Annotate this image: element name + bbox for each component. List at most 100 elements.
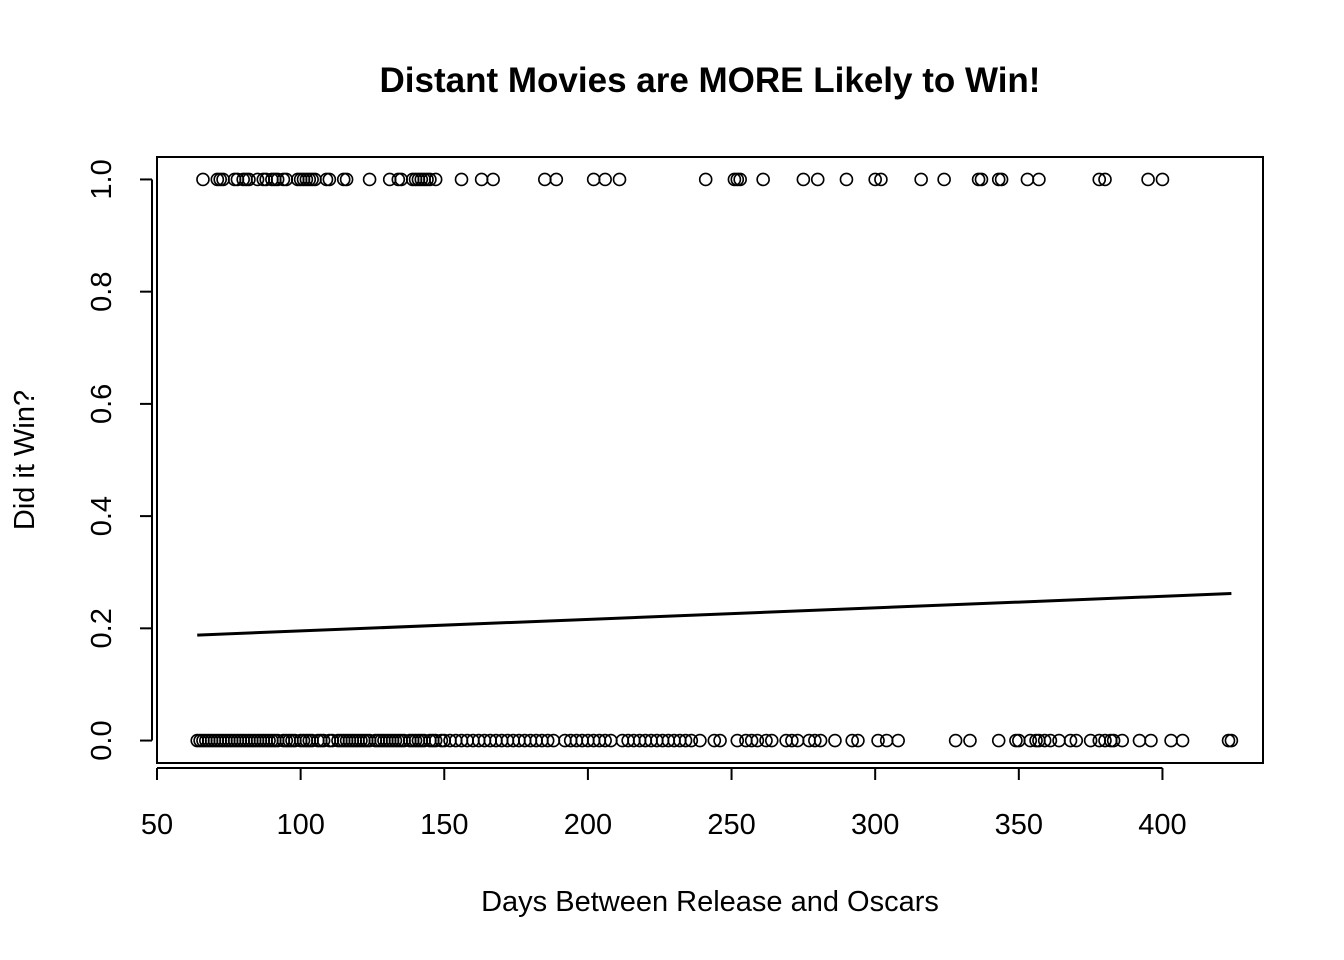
y-axis-label: Did it Win? (9, 390, 41, 530)
data-point-win (538, 172, 552, 187)
data-point-win (339, 172, 354, 187)
y-tick-label: 0.4 (86, 496, 118, 536)
data-point-loss (1063, 733, 1078, 748)
data-point-loss (1069, 733, 1084, 748)
x-tick-label: 400 (1138, 809, 1186, 841)
y-axis: 0.0 0.2 0.4 0.6 0.8 1.0 (86, 159, 153, 761)
data-point-loss (713, 733, 727, 748)
data-point-win (454, 172, 469, 187)
data-point-loss (598, 733, 612, 748)
data-point-win (1092, 172, 1107, 187)
data-point-loss (759, 733, 773, 748)
data-point-win (362, 172, 377, 187)
data-point-win (991, 172, 1006, 187)
data-point-loss (991, 733, 1006, 748)
data-point-win (213, 172, 227, 187)
data-point-win (474, 172, 489, 187)
data-point-loss (891, 733, 905, 748)
x-tick-label: 50 (141, 809, 173, 841)
data-point-loss (1098, 733, 1112, 748)
data-point-win (868, 172, 882, 187)
data-point-win (239, 172, 253, 187)
data-point-loss (684, 733, 699, 748)
data-point-win (612, 172, 627, 187)
data-point-loss (1052, 733, 1066, 748)
x-axis-label: Days Between Release and Oscars (481, 886, 939, 918)
data-point-win (242, 172, 256, 187)
data-point-loss (678, 733, 693, 748)
data-point-win (1020, 172, 1035, 187)
x-tick-label: 100 (276, 809, 324, 841)
data-point-loss (1115, 733, 1130, 748)
data-point-win (733, 172, 747, 187)
data-point-loss (693, 733, 707, 748)
data-point-win (796, 172, 811, 187)
x-tick-label: 350 (995, 809, 1043, 841)
data-point-loss (1144, 733, 1158, 748)
data-point-loss (1175, 733, 1190, 748)
data-point-win (937, 172, 951, 187)
data-point-win (423, 172, 437, 187)
data-point-win (279, 172, 294, 187)
data-point-loss (963, 733, 977, 748)
data-point-win (730, 172, 745, 187)
x-tick-label: 250 (707, 809, 755, 841)
data-point-win (196, 172, 210, 187)
data-point-win (698, 172, 713, 187)
data-point-loss (1012, 733, 1026, 748)
data-point-win (270, 172, 285, 187)
data-point-loss (1106, 733, 1121, 748)
data-point-loss (871, 733, 885, 748)
data-point-win (756, 172, 770, 187)
data-point-loss (1023, 733, 1038, 748)
data-point-loss (808, 733, 822, 748)
data-point-win (322, 172, 337, 187)
data-point-loss (1132, 733, 1147, 748)
y-tick-label: 0.8 (86, 272, 118, 312)
plot-frame (156, 156, 1264, 764)
chart-title: Distant Movies are MORE Likely to Win! (380, 61, 1041, 100)
data-point-win (971, 172, 986, 187)
data-point-loss (1221, 733, 1236, 748)
data-point-win (394, 172, 408, 187)
data-point-loss (707, 733, 722, 748)
data-point-loss (851, 733, 865, 748)
data-point-loss (730, 733, 745, 748)
data-point-win (994, 172, 1009, 187)
data-point-win (1098, 172, 1112, 187)
data-point-loss (1009, 733, 1023, 748)
data-point-loss (1043, 733, 1058, 748)
data-point-loss (1224, 733, 1239, 748)
data-point-loss (316, 733, 331, 748)
data-point-win (974, 172, 989, 187)
data-point-win (391, 172, 406, 187)
x-axis: 50 100 150 200 250 300 350 400 (141, 767, 1187, 841)
x-tick-label: 200 (564, 809, 612, 841)
x-tick-label: 150 (420, 809, 468, 841)
data-point-win (1141, 172, 1155, 187)
data-point-win (598, 172, 612, 187)
y-tick-label: 1.0 (86, 159, 118, 199)
data-point-loss (879, 733, 894, 748)
data-point-loss (845, 733, 860, 748)
data-point-loss (750, 733, 765, 748)
data-point-loss (1037, 733, 1052, 748)
data-point-win (549, 172, 564, 187)
data-point-win (914, 172, 928, 187)
data-point-win (810, 172, 825, 187)
data-point-win (1155, 172, 1170, 187)
fit-line (197, 592, 1232, 637)
data-point-win (839, 172, 854, 187)
data-point-loss (948, 733, 963, 748)
fit-line-layer (197, 592, 1232, 637)
data-point-win (428, 172, 443, 187)
data-point-win (1032, 172, 1046, 187)
data-point-loss (1164, 733, 1178, 748)
data-point-loss (813, 733, 828, 748)
data-point-loss (785, 733, 799, 748)
data-point-loss (744, 733, 759, 748)
data-point-loss (828, 733, 842, 748)
data-point-win (336, 172, 351, 187)
